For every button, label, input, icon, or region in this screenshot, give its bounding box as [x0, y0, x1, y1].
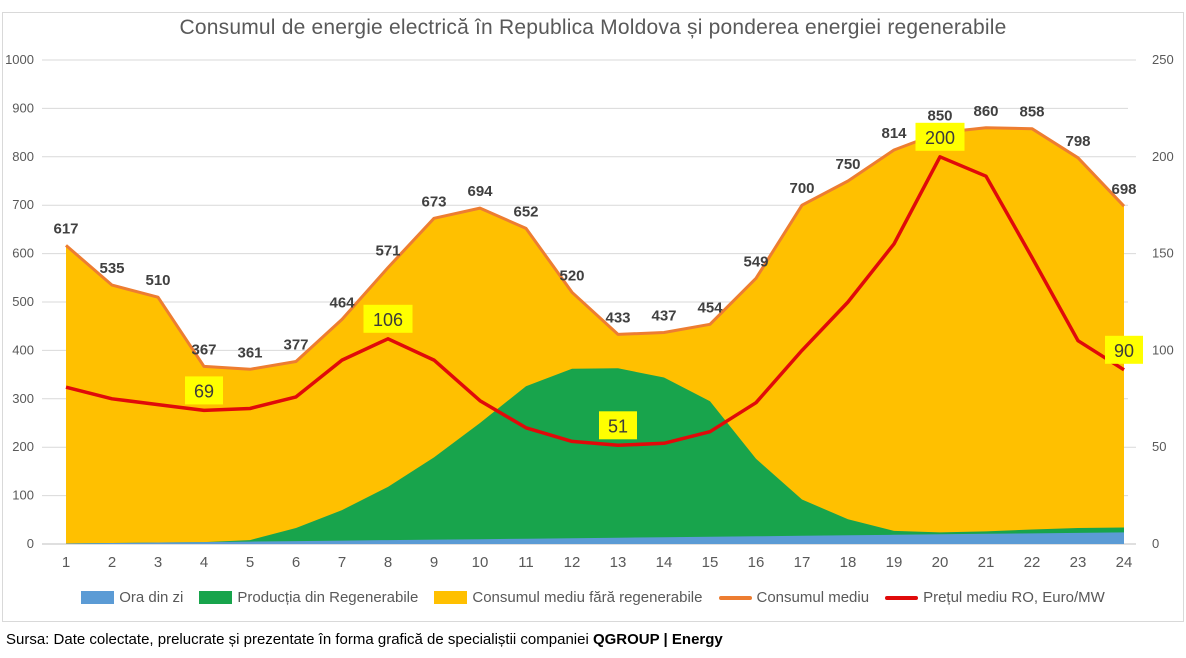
svg-text:814: 814: [881, 125, 907, 142]
svg-text:750: 750: [835, 156, 860, 173]
svg-text:11: 11: [518, 554, 534, 571]
svg-text:12: 12: [564, 554, 581, 571]
source-text: Sursa: Date colectate, prelucrate și pre…: [6, 631, 593, 648]
svg-text:8: 8: [384, 554, 392, 571]
svg-text:3: 3: [154, 554, 162, 571]
svg-text:51: 51: [608, 416, 628, 436]
source-brand: QGROUP | Energy: [592, 631, 723, 648]
svg-text:100: 100: [12, 488, 34, 503]
svg-text:798: 798: [1065, 133, 1090, 150]
svg-text:9: 9: [430, 554, 438, 571]
svg-text:800: 800: [12, 149, 34, 164]
svg-text:400: 400: [12, 342, 34, 357]
svg-text:437: 437: [651, 307, 676, 324]
svg-text:0: 0: [27, 536, 34, 551]
price-line-swatch-icon: [885, 595, 919, 600]
legend-item-consumption-without-renewables: Consumul mediu fără regenerabile: [434, 589, 703, 606]
renewables-swatch-icon: [199, 591, 233, 604]
svg-text:617: 617: [53, 220, 78, 237]
hours-swatch-icon: [81, 591, 115, 604]
svg-text:19: 19: [886, 554, 903, 571]
svg-text:535: 535: [99, 260, 124, 277]
svg-text:16: 16: [748, 554, 765, 571]
svg-text:510: 510: [145, 272, 170, 289]
svg-text:858: 858: [1019, 104, 1044, 121]
svg-text:200: 200: [1152, 149, 1174, 164]
consumption-area-swatch-icon: [434, 591, 468, 604]
svg-text:5: 5: [246, 554, 254, 571]
svg-text:17: 17: [794, 554, 811, 571]
svg-text:13: 13: [610, 554, 627, 571]
svg-text:2: 2: [108, 554, 116, 571]
svg-text:433: 433: [605, 309, 630, 326]
svg-text:21: 21: [978, 554, 995, 571]
legend-label: Producția din Regenerabile: [237, 589, 419, 606]
svg-text:300: 300: [12, 391, 34, 406]
svg-text:24: 24: [1116, 554, 1133, 571]
svg-text:150: 150: [1152, 246, 1174, 261]
svg-text:377: 377: [283, 337, 308, 354]
svg-text:0: 0: [1152, 536, 1159, 551]
svg-text:100: 100: [1152, 342, 1174, 357]
svg-text:900: 900: [12, 100, 34, 115]
svg-text:652: 652: [513, 203, 538, 220]
svg-text:4: 4: [200, 554, 208, 571]
chart-title: Consumul de energie electrică în Republi…: [179, 16, 1007, 39]
svg-text:7: 7: [338, 554, 346, 571]
svg-text:106: 106: [373, 310, 403, 330]
svg-text:700: 700: [12, 197, 34, 212]
svg-text:18: 18: [840, 554, 857, 571]
svg-text:1: 1: [62, 554, 70, 571]
legend-label: Consumul mediu fără regenerabile: [472, 589, 703, 606]
svg-text:361: 361: [237, 344, 262, 361]
svg-text:20: 20: [932, 554, 949, 571]
svg-text:860: 860: [973, 103, 998, 120]
svg-text:200: 200: [12, 439, 34, 454]
svg-text:464: 464: [329, 294, 355, 311]
svg-text:10: 10: [472, 554, 489, 571]
svg-text:90: 90: [1114, 341, 1134, 361]
svg-text:50: 50: [1152, 439, 1166, 454]
svg-text:15: 15: [702, 554, 719, 571]
svg-text:600: 600: [12, 246, 34, 261]
legend-item-price: Prețul mediu RO, Euro/MW: [885, 589, 1105, 606]
svg-text:6: 6: [292, 554, 300, 571]
svg-text:22: 22: [1024, 554, 1041, 571]
legend-item-average-consumption: Consumul mediu: [718, 589, 870, 606]
legend-item-hours: Ora din zi: [81, 589, 183, 606]
svg-text:1000: 1000: [5, 52, 34, 67]
svg-text:367: 367: [191, 341, 216, 358]
svg-text:571: 571: [375, 243, 400, 260]
svg-text:673: 673: [421, 193, 446, 210]
legend-item-renewables: Producția din Regenerabile: [199, 589, 418, 606]
source-note: Sursa: Date colectate, prelucrate și pre…: [6, 631, 723, 648]
svg-text:200: 200: [925, 128, 955, 148]
svg-text:698: 698: [1111, 181, 1136, 198]
legend: Ora din zi Producția din Regenerabile Co…: [0, 589, 1186, 606]
legend-label: Ora din zi: [119, 589, 184, 606]
consumption-line-swatch-icon: [718, 595, 752, 600]
svg-text:694: 694: [467, 183, 493, 200]
svg-text:14: 14: [656, 554, 673, 571]
svg-text:850: 850: [927, 108, 952, 125]
svg-text:454: 454: [697, 299, 723, 316]
svg-text:69: 69: [194, 381, 214, 401]
svg-text:700: 700: [789, 180, 814, 197]
svg-text:23: 23: [1070, 554, 1087, 571]
svg-text:250: 250: [1152, 52, 1174, 67]
svg-text:549: 549: [743, 253, 768, 270]
legend-label: Prețul mediu RO, Euro/MW: [923, 589, 1105, 606]
svg-text:520: 520: [559, 267, 584, 284]
legend-label: Consumul mediu: [756, 589, 870, 606]
svg-text:500: 500: [12, 294, 34, 309]
